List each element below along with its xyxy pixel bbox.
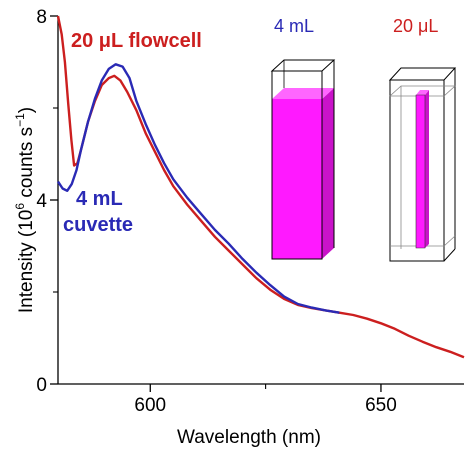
y-axis-label: Intensity (106 counts s−1)	[13, 107, 37, 313]
x-tick-label-600: 600	[134, 395, 166, 416]
y-label-sup: 6	[13, 203, 27, 210]
flowcell-glass-top	[388, 67, 457, 81]
cuvette-liquid-side	[322, 88, 334, 259]
cuvette-illustration	[270, 59, 336, 260]
y-label-sup2: −1	[13, 113, 27, 127]
flowcell-inner-line-b2	[443, 235, 456, 247]
flowcell-illustration	[388, 67, 457, 262]
x-tick-label-650: 650	[365, 395, 397, 416]
flowcell-annotation: 20 μL flowcell	[71, 30, 202, 52]
cuvette-annotation-line1: 4 mL	[76, 188, 123, 210]
x-axis-label: Wavelength (nm)	[177, 427, 321, 448]
y-label-mid: counts s	[16, 127, 37, 203]
cuvette-liquid-front	[272, 99, 322, 259]
header-4ml: 4 mL	[274, 16, 314, 36]
flowcell-liquid-side	[425, 90, 429, 248]
header-20ul: 20 μL	[393, 16, 438, 36]
y-tick-label-0: 0	[36, 375, 47, 396]
series-layer	[56, 15, 465, 359]
y-tick-label-8: 8	[36, 7, 47, 28]
y-label-post: )	[16, 107, 37, 113]
cuvette-annotation-line2: cuvette	[63, 214, 133, 236]
flowcell-liquid-top	[416, 90, 429, 95]
flowcell-channel-outline	[415, 94, 426, 249]
cuvette-liquid-top	[272, 88, 334, 99]
series-line-flowcell	[56, 15, 465, 359]
y-tick-label-4: 4	[36, 191, 47, 212]
y-label-pre: Intensity (10	[16, 210, 37, 314]
cuvette-glass-top	[270, 59, 336, 72]
flowcell-liquid-front	[416, 95, 425, 248]
series-line-cuvette	[57, 63, 340, 314]
ticks: 600 650 0 4 8	[36, 7, 396, 416]
flowcell-glass-bottom-edge	[443, 248, 456, 262]
